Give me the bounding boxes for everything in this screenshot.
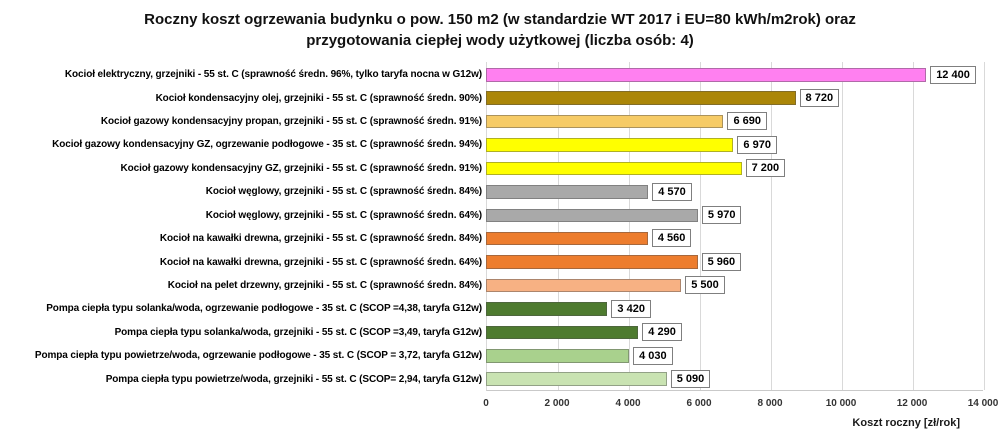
bar xyxy=(486,278,682,293)
bar xyxy=(486,349,630,363)
value-label: 12 400 xyxy=(930,65,976,84)
chart-row: Kocioł gazowy kondensacyjny propan, grze… xyxy=(0,110,1000,133)
category-label: Pompa ciepła typu powietrze/woda, ogrzew… xyxy=(34,350,482,362)
chart-title-line-1: Roczny koszt ogrzewania budynku o pow. 1… xyxy=(144,11,856,28)
x-tick-label: 6 000 xyxy=(686,398,712,409)
bar xyxy=(486,161,742,176)
category-label: Pompa ciepła typu powietrze/woda, grzejn… xyxy=(105,373,482,385)
category-label: Kocioł gazowy kondensacyjny GZ, ogrzewan… xyxy=(52,139,482,151)
value-label: 4 290 xyxy=(642,323,682,342)
category-label: Pompa ciepła typu solanka/woda, ogrzewan… xyxy=(46,303,482,315)
bar xyxy=(486,138,734,152)
bar xyxy=(486,255,698,269)
chart-row: Pompa ciepła typu solanka/woda, ogrzewan… xyxy=(0,297,1000,320)
category-label: Kocioł gazowy kondensacyjny GZ, grzejnik… xyxy=(120,162,483,174)
x-tick-label: 14 000 xyxy=(967,398,999,409)
gridline-14000 xyxy=(983,62,985,390)
chart-row: Kocioł na kawałki drewna, grzejniki - 55… xyxy=(0,250,1000,273)
chart-row: Kocioł elektryczny, grzejniki - 55 st. C… xyxy=(0,63,1000,86)
value-label: 5 090 xyxy=(670,369,711,388)
bar xyxy=(486,372,667,386)
chart-row: Pompa ciepła typu powietrze/woda, grzejn… xyxy=(0,367,1000,390)
gridline-12000 xyxy=(912,62,914,390)
value-label: 3 420 xyxy=(611,299,651,318)
category-label: Kocioł węglowy, grzejniki - 55 st. C (sp… xyxy=(205,186,482,198)
x-tick-label: 2 000 xyxy=(544,398,570,409)
plot-area xyxy=(486,62,985,391)
bar xyxy=(486,91,796,105)
category-label: Kocioł węglowy, grzejniki - 55 st. C (sp… xyxy=(205,209,482,221)
bar xyxy=(486,208,698,223)
bar xyxy=(486,114,724,129)
chart-row: Kocioł na pelet drzewny, grzejniki - 55 … xyxy=(0,274,1000,297)
value-label: 6 690 xyxy=(727,112,768,131)
gridline-2000 xyxy=(557,62,559,390)
x-axis-title: Koszt roczny [zł/rok] xyxy=(852,417,960,429)
value-label: 8 720 xyxy=(799,88,840,107)
category-label: Pompa ciepła typu solanka/woda, grzejnik… xyxy=(114,326,483,338)
chart-title-line-2: przygotowania ciepłej wody użytkowej (li… xyxy=(306,32,694,49)
chart-row: Kocioł węglowy, grzejniki - 55 st. C (sp… xyxy=(0,180,1000,203)
gridline-8000 xyxy=(770,62,772,390)
value-label: 7 200 xyxy=(745,159,786,178)
chart-row: Pompa ciepła typu powietrze/woda, ogrzew… xyxy=(0,344,1000,367)
chart-title: Roczny koszt ogrzewania budynku o pow. 1… xyxy=(0,9,1000,51)
x-tick-label: 4 000 xyxy=(615,398,641,409)
category-label: Kocioł na pelet drzewny, grzejniki - 55 … xyxy=(167,280,482,291)
chart-row: Kocioł gazowy kondensacyjny GZ, grzejnik… xyxy=(0,157,1000,180)
gridline-10000 xyxy=(841,62,843,390)
gridline-6000 xyxy=(699,62,701,390)
x-axis-ticks: 0 2 000 4 000 6 000 8 000 10 000 12 000 14 000 xyxy=(0,398,1000,412)
value-label: 5 970 xyxy=(701,206,742,225)
category-label: Kocioł gazowy kondensacyjny propan, grze… xyxy=(100,116,482,128)
category-label: Kocioł na kawałki drewna, grzejniki - 55… xyxy=(159,256,482,268)
value-label: 5 960 xyxy=(701,252,742,271)
x-tick-label: 10 000 xyxy=(825,398,857,409)
chart-rows: Kocioł elektryczny, grzejniki - 55 st. C… xyxy=(0,63,1000,391)
category-label: Kocioł na kawałki drewna, grzejniki - 55… xyxy=(159,233,482,245)
value-label: 6 970 xyxy=(737,135,777,154)
x-tick-label: 0 xyxy=(483,398,489,409)
value-label: 4 560 xyxy=(651,229,692,248)
value-label: 4 570 xyxy=(652,182,692,201)
x-tick-label: 8 000 xyxy=(757,398,783,409)
chart-row: Pompa ciepła typu solanka/woda, grzejnik… xyxy=(0,321,1000,344)
chart-row: Kocioł gazowy kondensacyjny GZ, ogrzewan… xyxy=(0,133,1000,156)
bar xyxy=(486,302,608,316)
bar xyxy=(486,231,648,246)
category-label: Kocioł elektryczny, grzejniki - 55 st. C… xyxy=(64,69,482,81)
gridline-4000 xyxy=(628,62,630,390)
x-tick-label: 12 000 xyxy=(896,398,928,409)
category-label: Kocioł kondensacyjny olej, grzejniki - 5… xyxy=(155,92,483,104)
bar xyxy=(486,185,649,199)
chart-row: Kocioł na kawałki drewna, grzejniki - 55… xyxy=(0,227,1000,250)
chart-row: Kocioł węglowy, grzejniki - 55 st. C (sp… xyxy=(0,204,1000,227)
chart-row: Kocioł kondensacyjny olej, grzejniki - 5… xyxy=(0,86,1000,109)
value-label: 4 030 xyxy=(633,346,673,365)
value-label: 5 500 xyxy=(685,276,725,295)
bar xyxy=(486,325,639,340)
bar xyxy=(486,68,927,82)
